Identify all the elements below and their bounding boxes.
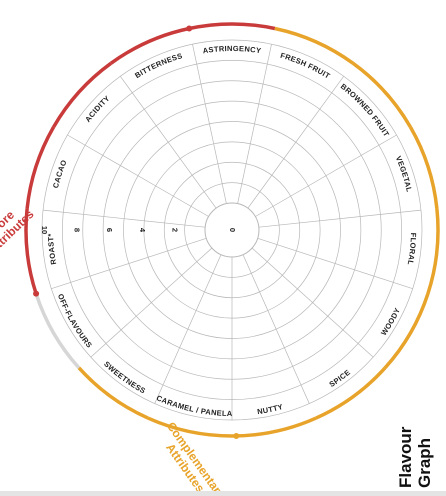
category-label-text: FLORAL xyxy=(406,233,418,266)
category-label-text: ACIDITY xyxy=(83,94,111,124)
category-label-text: CARAMEL / PANELA xyxy=(155,393,232,418)
rim-dot xyxy=(186,25,193,32)
chart-title: Flavour Graph xyxy=(396,422,434,488)
category-label-floral: FLORAL xyxy=(406,233,418,266)
category-label-spice: SPICE xyxy=(328,368,353,389)
rim-arc-astringency xyxy=(188,22,276,31)
category-label-text: VEGETAL xyxy=(394,155,414,193)
grid-spoke xyxy=(237,44,272,204)
category-label-text: SPICE xyxy=(328,368,352,389)
category-label-roast: ROAST* xyxy=(46,233,58,265)
rim-arc-fresh-fruit xyxy=(274,26,355,65)
tick-label-0: 0 xyxy=(228,228,237,232)
category-label-text: FRESH FRUIT xyxy=(279,51,331,81)
rim-arc-caramel-panela xyxy=(147,416,233,438)
chart-title-line-1: Flavour xyxy=(396,426,415,488)
grid-spoke xyxy=(51,238,207,290)
grid-spoke xyxy=(120,76,217,209)
category-label-text: OFF-FLAVOURS xyxy=(56,292,94,349)
grid-spoke xyxy=(247,76,344,209)
rim-arc-sweetness xyxy=(77,366,149,420)
tick-label-2: 2 xyxy=(170,228,179,232)
category-label-text: ASTRINGENCY xyxy=(202,44,262,55)
rim-arc-spice xyxy=(315,366,387,420)
grid-spoke xyxy=(258,209,421,228)
category-label-fresh-fruit: FRESH FRUIT xyxy=(279,51,332,81)
grid-spoke xyxy=(154,254,222,404)
rim-arc-vegetal xyxy=(408,126,439,209)
grid-spoke xyxy=(67,134,209,217)
rim-arc-acidity xyxy=(52,61,112,128)
grid-spoke xyxy=(251,247,374,358)
category-label-text: ROAST* xyxy=(46,233,58,265)
grid-spoke xyxy=(90,247,213,358)
category-label-bitterness: BITTERNESS xyxy=(133,51,183,80)
rim-arc-cacao xyxy=(25,126,56,209)
grid-spoke xyxy=(192,44,227,204)
category-rim xyxy=(24,22,440,439)
rim-arc-off-flavours xyxy=(34,293,81,370)
category-label-acidity: ACIDITY xyxy=(83,94,111,124)
grid-spoke xyxy=(255,134,397,217)
rim-arc-nutty xyxy=(231,416,317,438)
tick-label-4: 4 xyxy=(138,228,147,233)
grid-spoke xyxy=(257,238,413,290)
category-label-off-flavours: OFF-FLAVOURS xyxy=(56,292,94,349)
rim-dot xyxy=(233,432,240,439)
bottom-divider xyxy=(0,491,446,496)
tick-label-10: 10 xyxy=(40,226,49,234)
category-label-text: SWEETNESS xyxy=(102,359,147,395)
category-label-text: CACAO xyxy=(51,158,68,189)
rim-arc-bitterness xyxy=(109,26,190,65)
rim-arc-browned-fruit xyxy=(352,61,412,128)
category-label-text: BITTERNESS xyxy=(133,51,183,80)
group-label-core-attributes: CoreAttributes xyxy=(0,197,37,256)
chart-title-line-2: Graph xyxy=(415,438,434,488)
rim-arc-woody xyxy=(383,293,430,370)
category-label-sweetness: SWEETNESS xyxy=(102,359,147,395)
category-label-vegetal: VEGETAL xyxy=(394,155,414,193)
grid-spoke xyxy=(43,209,206,228)
rim-arc-floral xyxy=(426,208,440,295)
rim-arc-roast xyxy=(24,208,38,295)
rim-dot xyxy=(33,290,40,297)
scale-ticks: 0 2 4 6 8 10 xyxy=(40,226,237,234)
tick-label-8: 8 xyxy=(73,228,82,232)
grid-spoke xyxy=(242,254,310,404)
category-label-cacao: CACAO xyxy=(51,158,69,189)
category-label-astringency: ASTRINGENCY xyxy=(202,44,262,55)
tick-label-6: 6 xyxy=(105,228,114,232)
category-label-caramel-panela: CARAMEL / PANELA xyxy=(155,393,233,418)
